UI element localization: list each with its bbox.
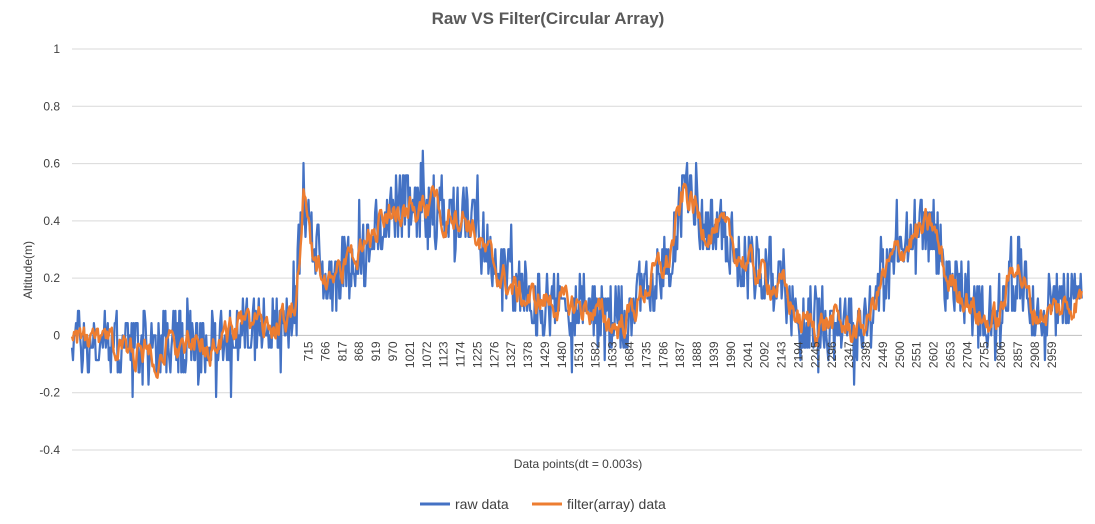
x-tick-label: 766 bbox=[318, 341, 332, 361]
x-tick-label: 2041 bbox=[741, 341, 755, 368]
x-tick-label: 1276 bbox=[487, 341, 501, 368]
x-tick-label: 2857 bbox=[1011, 341, 1025, 368]
x-tick-label: 919 bbox=[369, 341, 383, 361]
x-tick-label: 2551 bbox=[910, 341, 924, 368]
x-tick-label: 1378 bbox=[521, 341, 535, 368]
x-tick-label: 2194 bbox=[791, 341, 805, 368]
y-tick-label: 1 bbox=[53, 42, 60, 56]
chart-title: Raw VS Filter(Circular Array) bbox=[432, 9, 665, 28]
series-lines bbox=[70, 149, 1083, 399]
series-line-raw-data bbox=[70, 149, 1083, 399]
y-tick-label: 0.8 bbox=[43, 99, 60, 113]
x-tick-label: 1123 bbox=[437, 341, 451, 367]
series-line-filter-array-data bbox=[70, 182, 1083, 379]
legend-label: raw data bbox=[455, 496, 509, 512]
x-tick-label: 1633 bbox=[606, 341, 620, 368]
gridlines bbox=[72, 48, 1082, 451]
x-tick-label: 2704 bbox=[960, 341, 974, 368]
x-tick-label: 1582 bbox=[589, 341, 603, 368]
y-axis-label: Altitude(m) bbox=[21, 241, 35, 299]
x-axis-label: Data points(dt = 0.003s) bbox=[514, 457, 642, 471]
x-tick-label: 1072 bbox=[420, 341, 434, 368]
x-tick-label: 2347 bbox=[842, 341, 856, 368]
x-tick-label: 1786 bbox=[656, 341, 670, 368]
x-tick-label: 1021 bbox=[403, 341, 417, 368]
y-tick-label: -0.2 bbox=[39, 386, 60, 400]
legend-label: filter(array) data bbox=[567, 496, 666, 512]
x-tick-label: 715 bbox=[302, 341, 316, 361]
y-tick-label: 0.4 bbox=[43, 214, 60, 228]
x-tick-label: 1939 bbox=[707, 341, 721, 368]
x-tick-label: 2908 bbox=[1028, 341, 1042, 368]
x-tick-label: 2602 bbox=[927, 341, 941, 368]
x-tick-label: 1735 bbox=[639, 341, 653, 368]
x-tick-label: 2449 bbox=[876, 341, 890, 368]
x-tick-label: 1429 bbox=[538, 341, 552, 368]
x-tick-label: 1837 bbox=[673, 341, 687, 368]
y-tick-label: 0 bbox=[53, 328, 60, 342]
legend-item: raw data bbox=[420, 496, 509, 512]
y-tick-label: 0.2 bbox=[43, 271, 60, 285]
legend: raw data filter(array) data bbox=[420, 496, 666, 512]
x-tick-label: 1888 bbox=[690, 341, 704, 368]
x-tick-label: 970 bbox=[386, 341, 400, 361]
x-tick-label: 817 bbox=[335, 341, 349, 361]
x-tick-label: 2959 bbox=[1045, 341, 1059, 368]
x-tick-label: 2755 bbox=[977, 341, 991, 368]
x-tick-label: 2296 bbox=[825, 341, 839, 368]
x-tick-label: 868 bbox=[352, 341, 366, 361]
x-tick-label: 1684 bbox=[623, 341, 637, 368]
x-tick-label: 1225 bbox=[471, 341, 485, 368]
y-tick-label: 0.6 bbox=[43, 157, 60, 171]
x-tick-label: 2653 bbox=[944, 341, 958, 368]
x-tick-label: 1174 bbox=[454, 341, 468, 367]
x-tick-label: 2245 bbox=[808, 341, 822, 368]
x-tick-label: 2398 bbox=[859, 341, 873, 368]
x-tick-label: 2092 bbox=[758, 341, 772, 368]
legend-item: filter(array) data bbox=[532, 496, 666, 512]
y-tick-label: -0.4 bbox=[39, 443, 60, 457]
x-tick-label: 2143 bbox=[775, 341, 789, 368]
y-axis-ticks: -0.4 -0.2 0 0.2 0.4 0.6 0.8 1 bbox=[39, 42, 60, 457]
x-tick-label: 2806 bbox=[994, 341, 1008, 368]
x-tick-label: 1531 bbox=[572, 341, 586, 368]
x-axis-ticks: 715 766 817 868 919 970 1021 1072 1123 1174 1225 12… bbox=[302, 341, 1059, 368]
x-tick-label: 1990 bbox=[724, 341, 738, 368]
x-tick-label: 2500 bbox=[893, 341, 907, 368]
x-tick-label: 1480 bbox=[555, 341, 569, 368]
x-tick-label: 1327 bbox=[504, 341, 518, 368]
